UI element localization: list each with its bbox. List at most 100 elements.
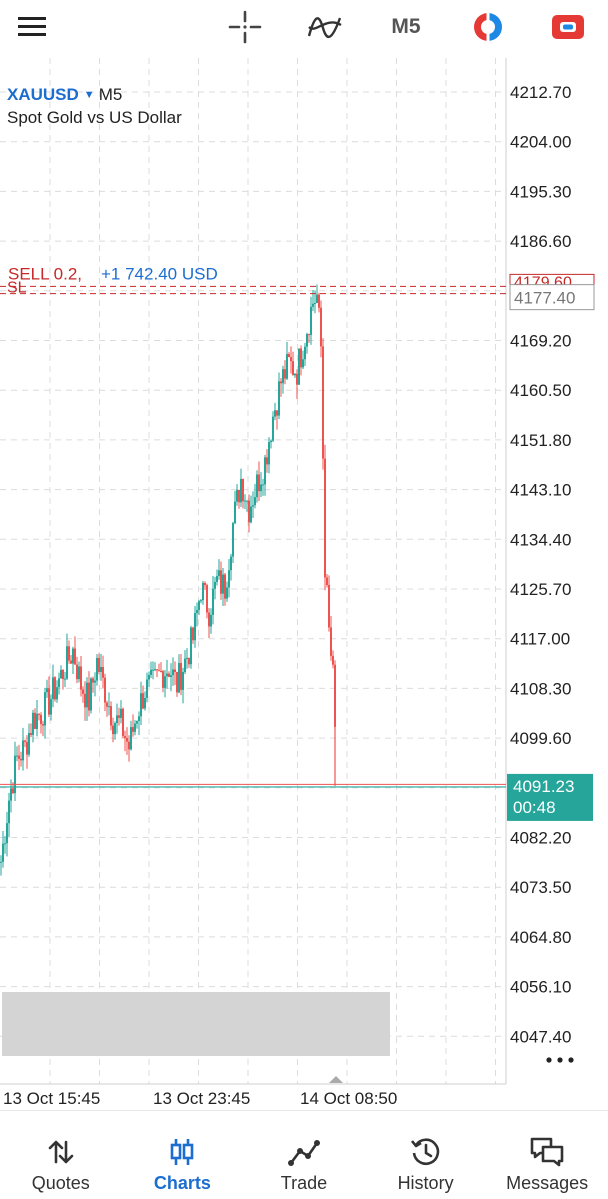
open-price-box[interactable] bbox=[509, 284, 595, 311]
candle bbox=[174, 669, 176, 672]
nav-trade[interactable]: Trade bbox=[243, 1111, 365, 1199]
candle bbox=[38, 713, 40, 715]
candle bbox=[56, 687, 58, 700]
symbol-description: Spot Gold vs US Dollar bbox=[7, 108, 182, 127]
candle bbox=[318, 294, 320, 308]
candle bbox=[30, 733, 32, 735]
candle bbox=[312, 303, 314, 307]
candle bbox=[98, 658, 100, 673]
candle bbox=[330, 627, 332, 656]
price-axis-tick: 4082.20 bbox=[510, 829, 571, 848]
candle bbox=[164, 676, 166, 688]
more-icon[interactable] bbox=[557, 1057, 563, 1063]
candle bbox=[306, 334, 308, 347]
timeframe-button[interactable]: M5 bbox=[382, 0, 430, 54]
candle bbox=[198, 601, 200, 610]
candle bbox=[278, 381, 280, 416]
candle bbox=[284, 369, 286, 379]
time-axis-tick: 13 Oct 15:45 bbox=[3, 1089, 100, 1108]
charts-icon bbox=[167, 1135, 197, 1169]
nav-quotes[interactable]: Quotes bbox=[0, 1111, 122, 1199]
candle bbox=[40, 714, 42, 725]
candle bbox=[16, 755, 18, 757]
candle bbox=[70, 660, 72, 664]
candle bbox=[206, 585, 208, 613]
chart-end-marker-icon[interactable] bbox=[329, 1076, 343, 1083]
candle bbox=[86, 682, 88, 708]
position-profit-label: +1 742.40 USD bbox=[101, 264, 218, 283]
more-icon[interactable] bbox=[568, 1057, 574, 1063]
candle bbox=[176, 671, 178, 693]
candle bbox=[78, 666, 80, 680]
nav-charts[interactable]: Charts bbox=[122, 1111, 244, 1199]
symbol-dropdown-icon[interactable]: ▼ bbox=[83, 89, 95, 101]
candle bbox=[166, 673, 168, 677]
candle bbox=[282, 369, 284, 384]
candle bbox=[10, 788, 12, 801]
candle bbox=[316, 294, 318, 304]
candle bbox=[244, 500, 246, 502]
nav-charts-label: Charts bbox=[153, 1173, 211, 1193]
price-axis-tick: 4073.50 bbox=[510, 878, 571, 897]
candle bbox=[214, 581, 216, 589]
candle bbox=[332, 655, 334, 665]
nav-history[interactable]: History bbox=[365, 1111, 487, 1199]
menu-icon[interactable] bbox=[10, 0, 54, 54]
candle bbox=[122, 708, 124, 737]
candle bbox=[308, 334, 310, 336]
candle bbox=[124, 736, 126, 738]
candle bbox=[222, 574, 224, 594]
candle bbox=[160, 671, 162, 673]
more-icon[interactable] bbox=[546, 1057, 552, 1063]
candle bbox=[186, 657, 188, 659]
price-chart[interactable]: 4212.70 4204.00 4195.30 4186.60 4169.20 4160.… bbox=[0, 58, 608, 1110]
quotes-icon bbox=[46, 1135, 76, 1169]
candle bbox=[192, 627, 194, 641]
candle bbox=[234, 501, 236, 524]
price-axis-tick: 4186.60 bbox=[510, 232, 571, 251]
symbol-name[interactable]: XAUUSD bbox=[7, 85, 79, 104]
nav-quotes-label: Quotes bbox=[31, 1173, 90, 1193]
candle bbox=[58, 678, 60, 688]
chart-canvas[interactable]: 4212.70 4204.00 4195.30 4186.60 4169.20 4160.… bbox=[0, 58, 608, 1110]
candle bbox=[194, 613, 196, 641]
candle bbox=[126, 737, 128, 742]
candle bbox=[258, 474, 260, 492]
candle bbox=[44, 692, 46, 726]
candle bbox=[236, 489, 238, 502]
candle bbox=[8, 800, 10, 824]
trade-toggle-icon[interactable] bbox=[548, 0, 588, 54]
crosshair-icon[interactable] bbox=[225, 0, 265, 54]
one-click-trading-icon[interactable] bbox=[468, 0, 508, 54]
candle bbox=[92, 678, 94, 683]
candle bbox=[288, 354, 290, 358]
candle bbox=[26, 741, 28, 755]
candle bbox=[252, 505, 254, 507]
top-toolbar: M5 bbox=[0, 0, 608, 58]
candle bbox=[296, 373, 298, 385]
candle bbox=[266, 457, 268, 465]
symbol-header[interactable]: XAUUSD ▼ M5 bbox=[7, 85, 122, 105]
candle bbox=[216, 576, 218, 582]
price-axis-tick: 4151.80 bbox=[510, 431, 571, 450]
price-axis-tick: 4056.10 bbox=[510, 978, 571, 997]
candle bbox=[328, 585, 330, 628]
bottom-navigation: Quotes Charts Trade History Messages bbox=[0, 1110, 608, 1199]
indicators-icon[interactable] bbox=[305, 0, 345, 54]
candle bbox=[324, 458, 326, 578]
candle bbox=[162, 671, 164, 688]
candle bbox=[322, 346, 324, 459]
price-axis-tick: 4212.70 bbox=[510, 83, 571, 102]
candle bbox=[182, 672, 184, 690]
price-axis-tick: 4204.00 bbox=[510, 133, 571, 152]
candle bbox=[208, 612, 210, 627]
candle bbox=[150, 669, 152, 675]
price-axis-tick: 4125.70 bbox=[510, 580, 571, 599]
candle bbox=[276, 410, 278, 416]
candle bbox=[204, 582, 206, 586]
nav-messages[interactable]: Messages bbox=[486, 1111, 608, 1199]
candle bbox=[94, 680, 96, 683]
candle bbox=[48, 688, 50, 715]
candle bbox=[132, 727, 134, 732]
candle bbox=[246, 500, 248, 502]
